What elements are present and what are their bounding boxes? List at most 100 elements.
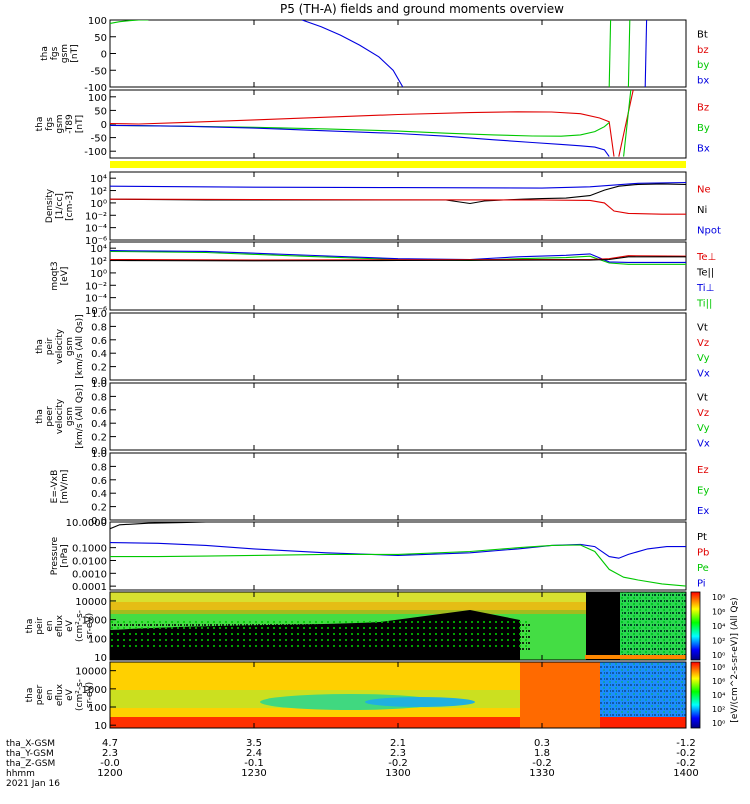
y-tick-label: 10⁻² xyxy=(85,281,107,292)
y-axis-label: eV xyxy=(65,619,75,632)
y-tick-label: 10⁻⁴ xyxy=(85,224,107,235)
series-line-Bz xyxy=(618,90,634,157)
y-tick-label: 10⁻⁶ xyxy=(85,306,107,317)
colorbar-tick-label: 10⁸ xyxy=(712,593,725,602)
legend-entry: Ex xyxy=(697,506,709,517)
series-line-By xyxy=(623,90,632,157)
y-axis-label: velocity xyxy=(55,398,65,434)
legend-entry: Vz xyxy=(697,408,709,419)
y-tick-label: 1.0 xyxy=(91,449,107,460)
spectrogram-speckle xyxy=(110,620,530,650)
y-axis-label: gsm xyxy=(65,407,75,426)
y-tick-label: 0.6 xyxy=(91,336,107,347)
legend-entry: bx xyxy=(697,75,709,86)
ephemeris-value: 1330 xyxy=(529,768,554,779)
y-axis-label: (cm²-s- xyxy=(75,610,85,642)
series-line-by xyxy=(608,20,612,87)
series-line-Npot xyxy=(110,181,686,189)
y-tick-label: 10000 xyxy=(75,597,107,608)
y-tick-label: 10⁴ xyxy=(90,174,107,185)
legend-entry: Vx xyxy=(697,438,710,449)
series-group xyxy=(110,90,634,157)
y-axis-label: gsm xyxy=(60,44,70,63)
series-group xyxy=(110,181,686,215)
y-tick-label: 50 xyxy=(94,106,107,117)
series-line-by xyxy=(627,20,631,87)
legend-entry: Vy xyxy=(697,423,710,434)
panel-frame xyxy=(109,171,687,241)
colorbar-tick-label: 10⁰ xyxy=(712,651,725,660)
y-axis-label: [km/s (All Qs)] xyxy=(75,384,85,448)
ephemeris-value: 4.7 xyxy=(102,738,118,749)
colorbar-tick-label: 10⁶ xyxy=(712,608,725,617)
series-line-Te⊥ xyxy=(110,255,686,261)
panel-frame xyxy=(109,382,687,451)
legend-entry: Vt xyxy=(697,393,708,404)
series-line-Pt xyxy=(110,522,207,530)
panel-fgs_t89: 100 50 0 -50 -100 tha fgs gsm -T89 [nT] Bz By Bx xyxy=(35,89,710,159)
ephemeris-value: 2.4 xyxy=(246,748,262,759)
y-axis-label: [km/s (All Qs)] xyxy=(75,314,85,378)
y-axis-label: [eV] xyxy=(60,267,70,286)
legend-entry: bz xyxy=(697,45,709,56)
y-tick-label: 100 xyxy=(88,634,107,645)
legend-entry: Pi xyxy=(697,578,706,589)
y-axis-label: en xyxy=(45,620,55,631)
panel-ion_spectrogram: 10⁸ 10⁶ 10⁴ 10² 10⁰ 10000 1000 100 10 tha peir en ef… xyxy=(25,591,725,664)
ephemeris-value: 1400 xyxy=(673,768,698,779)
y-axis-label: fgs xyxy=(45,117,55,131)
y-tick-label: 10.0000 xyxy=(66,518,107,529)
spectrogram-image xyxy=(110,662,686,728)
y-tick-label: 50 xyxy=(94,33,107,44)
series-line-by xyxy=(110,20,149,24)
y-axis-label: eV xyxy=(65,688,75,701)
y-axis-label: E=-VxB xyxy=(50,470,60,504)
y-axis-label: peer xyxy=(35,684,45,705)
panel-electron_velocity: 1.0 0.8 0.6 0.4 0.2 0.0 tha peer velocity gsm [km/… xyxy=(35,379,710,457)
legend-entry: Te⊥ xyxy=(696,252,716,263)
legend-entry: Te|| xyxy=(696,267,714,278)
y-axis-label: peir xyxy=(35,617,45,635)
series-line-Bz xyxy=(110,111,615,157)
y-tick-label: 10⁻⁶ xyxy=(85,236,107,247)
y-tick-label: 10² xyxy=(90,257,107,268)
ephemeris-value: -0.1 xyxy=(244,758,264,769)
y-tick-label: 0.4 xyxy=(91,489,107,500)
y-tick-label: 0.8 xyxy=(91,322,107,333)
y-axis-label: -T89 xyxy=(65,114,75,134)
ephemeris-value: -0.0 xyxy=(100,758,120,769)
y-tick-label: 1000 xyxy=(82,616,107,627)
ephemeris-value: 1230 xyxy=(241,768,266,779)
y-tick-label: -50 xyxy=(91,134,107,145)
legend-entry: Ey xyxy=(697,486,709,497)
series-line-Bx xyxy=(110,124,610,157)
ephemeris-value: 2.3 xyxy=(390,748,406,759)
y-axis-label: moqt3 xyxy=(50,261,60,290)
series-group xyxy=(110,250,686,265)
panel-frame xyxy=(109,89,687,159)
series-line-bx xyxy=(301,20,404,87)
y-axis-label: tha xyxy=(25,688,35,703)
y-axis-label: Pressure xyxy=(50,536,60,575)
colorbar-tick-label: 10⁸ xyxy=(712,663,725,672)
ephemeris-value: -0.2 xyxy=(388,758,408,769)
y-axis-label: tha xyxy=(40,46,50,61)
series-line-Ti|| xyxy=(110,250,686,265)
y-axis-label: eflux xyxy=(55,683,65,706)
y-axis-label: [nT] xyxy=(70,44,80,62)
y-axis-label: eflux xyxy=(55,614,65,637)
legend-entry: Ti|| xyxy=(696,298,712,309)
y-tick-label: 0.0 xyxy=(91,376,107,387)
y-axis-label: peer xyxy=(45,406,55,427)
y-tick-label: 0.1000 xyxy=(72,544,107,555)
y-tick-label: 0.4 xyxy=(91,419,107,430)
y-tick-label: 0.2 xyxy=(91,363,107,374)
ephemeris-value: 1300 xyxy=(385,768,410,779)
panel-frame xyxy=(109,19,687,88)
y-tick-label: 0.0001 xyxy=(72,582,107,593)
y-tick-label: 0.6 xyxy=(91,476,107,487)
